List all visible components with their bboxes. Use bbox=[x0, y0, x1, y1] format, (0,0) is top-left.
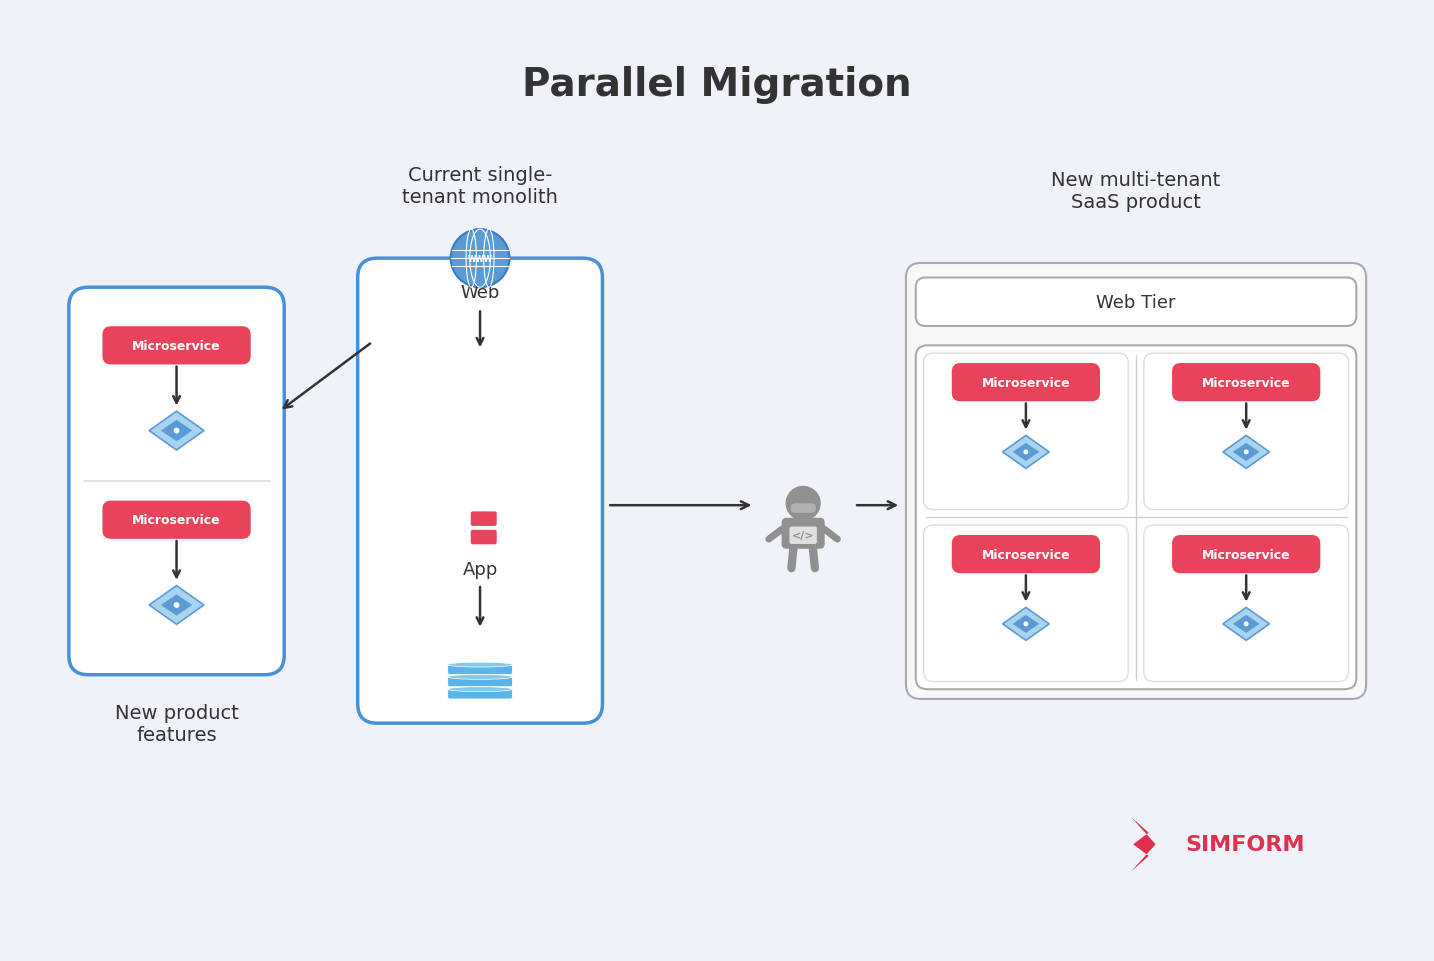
Text: New multi-tenant
SaaS product: New multi-tenant SaaS product bbox=[1051, 171, 1220, 211]
FancyBboxPatch shape bbox=[470, 512, 486, 527]
FancyBboxPatch shape bbox=[470, 530, 486, 545]
Circle shape bbox=[450, 230, 509, 288]
Polygon shape bbox=[149, 411, 204, 451]
Text: WWW: WWW bbox=[467, 255, 493, 263]
FancyBboxPatch shape bbox=[447, 678, 512, 687]
Text: </>: </> bbox=[792, 530, 815, 541]
Polygon shape bbox=[1233, 615, 1259, 633]
FancyBboxPatch shape bbox=[923, 354, 1129, 510]
FancyBboxPatch shape bbox=[447, 665, 512, 675]
Text: Microservice: Microservice bbox=[982, 377, 1070, 389]
Text: Web: Web bbox=[460, 283, 500, 302]
Text: Microservice: Microservice bbox=[132, 514, 221, 527]
FancyBboxPatch shape bbox=[447, 689, 512, 700]
Polygon shape bbox=[1223, 607, 1269, 641]
Text: Current single-
tenant monolith: Current single- tenant monolith bbox=[402, 166, 558, 207]
FancyBboxPatch shape bbox=[1173, 536, 1319, 573]
Text: Microservice: Microservice bbox=[132, 339, 221, 353]
Ellipse shape bbox=[447, 662, 512, 667]
FancyBboxPatch shape bbox=[906, 263, 1367, 700]
Polygon shape bbox=[1131, 817, 1156, 872]
Ellipse shape bbox=[447, 675, 512, 679]
Text: Microservice: Microservice bbox=[1202, 548, 1291, 561]
FancyBboxPatch shape bbox=[782, 518, 825, 550]
Ellipse shape bbox=[447, 687, 512, 692]
Text: Microservice: Microservice bbox=[1202, 377, 1291, 389]
Polygon shape bbox=[149, 586, 204, 625]
FancyBboxPatch shape bbox=[103, 328, 250, 364]
Text: New product
features: New product features bbox=[115, 702, 238, 744]
Circle shape bbox=[1243, 622, 1249, 627]
FancyBboxPatch shape bbox=[952, 364, 1100, 401]
Circle shape bbox=[1024, 450, 1028, 455]
Polygon shape bbox=[1223, 436, 1269, 469]
FancyBboxPatch shape bbox=[916, 346, 1357, 690]
FancyBboxPatch shape bbox=[790, 527, 817, 544]
Circle shape bbox=[786, 486, 820, 521]
FancyBboxPatch shape bbox=[916, 279, 1357, 327]
FancyBboxPatch shape bbox=[952, 536, 1100, 573]
Polygon shape bbox=[1002, 436, 1050, 469]
Polygon shape bbox=[1002, 607, 1050, 641]
FancyBboxPatch shape bbox=[357, 259, 602, 724]
Polygon shape bbox=[1012, 443, 1040, 461]
Polygon shape bbox=[1233, 443, 1259, 461]
FancyBboxPatch shape bbox=[1173, 364, 1319, 401]
Circle shape bbox=[174, 603, 179, 608]
Polygon shape bbox=[161, 421, 192, 442]
Text: Web Tier: Web Tier bbox=[1097, 293, 1176, 311]
FancyBboxPatch shape bbox=[482, 530, 496, 545]
FancyBboxPatch shape bbox=[482, 512, 496, 527]
FancyBboxPatch shape bbox=[923, 526, 1129, 681]
Polygon shape bbox=[161, 595, 192, 616]
Circle shape bbox=[1024, 622, 1028, 627]
Circle shape bbox=[174, 429, 179, 434]
FancyBboxPatch shape bbox=[790, 504, 816, 513]
FancyBboxPatch shape bbox=[69, 288, 284, 675]
FancyBboxPatch shape bbox=[1144, 354, 1348, 510]
Circle shape bbox=[1243, 450, 1249, 455]
Text: App: App bbox=[462, 560, 498, 578]
FancyBboxPatch shape bbox=[1144, 526, 1348, 681]
Text: SIMFORM: SIMFORM bbox=[1184, 834, 1305, 854]
FancyBboxPatch shape bbox=[103, 502, 250, 538]
Text: Parallel Migration: Parallel Migration bbox=[522, 65, 912, 104]
Polygon shape bbox=[1012, 615, 1040, 633]
Text: Microservice: Microservice bbox=[982, 548, 1070, 561]
